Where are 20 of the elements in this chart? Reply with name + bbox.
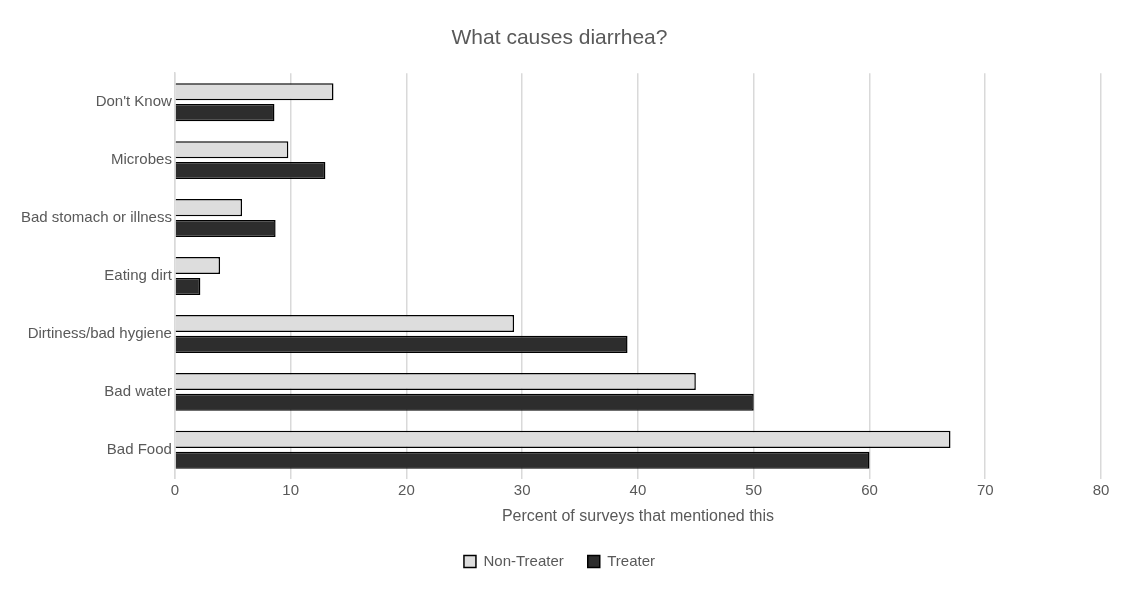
legend-label: Non-Treater xyxy=(483,551,564,569)
x-tick-label: 20 xyxy=(398,480,415,498)
y-tick-label: Bad Food xyxy=(106,439,172,457)
x-tick-label: 40 xyxy=(629,480,647,498)
x-tick-label: 0 xyxy=(170,480,180,498)
y-tick-label: Don't Know xyxy=(95,92,173,110)
legend-label: Treater xyxy=(607,551,656,569)
y-tick-label: Dirtiness/bad hygiene xyxy=(27,324,172,342)
x-tick-label: 80 xyxy=(1092,480,1110,498)
chart-title: What causes diarrhea? xyxy=(451,25,668,49)
x-tick-label: 50 xyxy=(745,480,763,498)
x-axis-title: Percent of surveys that mentioned this xyxy=(501,506,775,524)
x-tick-label: 70 xyxy=(976,480,994,498)
y-tick-label: Microbes xyxy=(111,150,172,168)
y-tick-label: Bad stomach or illness xyxy=(20,208,172,226)
y-tick-label: Eating dirt xyxy=(104,266,173,284)
x-tick-label: 10 xyxy=(282,480,300,498)
x-tick-label: 30 xyxy=(513,480,531,498)
x-tick-label: 60 xyxy=(861,480,878,498)
y-tick-label: Bad water xyxy=(104,382,172,400)
